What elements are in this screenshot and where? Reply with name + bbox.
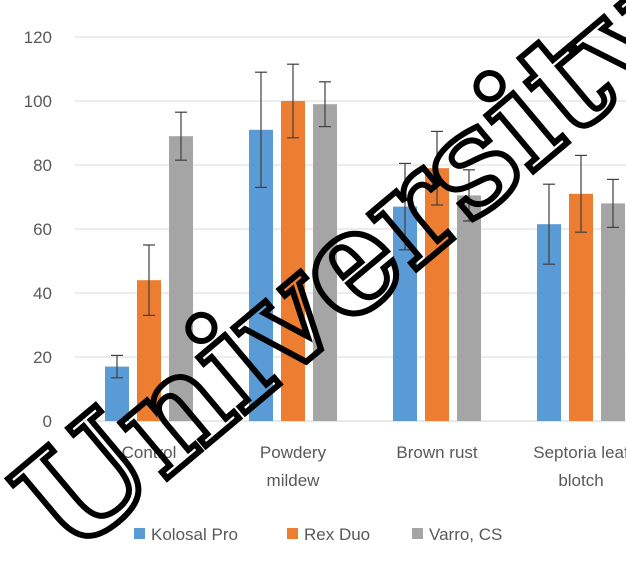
y-tick-label-100: 100 xyxy=(24,92,52,111)
x-label-2-line-1: Powdery xyxy=(260,443,327,462)
x-axis-labels: Control Powdery mildew Brown rust Septoria l… xyxy=(122,443,626,490)
y-tick-label-20: 20 xyxy=(33,348,52,367)
x-label-2-line-2: mildew xyxy=(267,471,321,490)
x-label-4-line-2: blotch xyxy=(558,471,603,490)
x-label-2: Powdery mildew xyxy=(260,443,327,490)
x-label-1: Control xyxy=(122,443,177,462)
error-bars xyxy=(111,63,619,379)
bar-2-2 xyxy=(281,101,305,421)
x-label-1-line-1: Control xyxy=(122,443,177,462)
y-tick-label-60: 60 xyxy=(33,220,52,239)
x-label-4-line-1: Septoria leaf xyxy=(533,443,626,462)
bar-3-2 xyxy=(313,104,337,421)
legend-label-1: Kolosal Pro xyxy=(151,525,238,544)
legend-swatch-2 xyxy=(287,528,298,539)
y-tick-label-0: 0 xyxy=(43,412,52,431)
bar-3-4 xyxy=(601,203,625,421)
bar-3-3 xyxy=(457,195,481,421)
y-tick-label-80: 80 xyxy=(33,156,52,175)
legend-swatch-1 xyxy=(134,528,145,539)
legend: Kolosal Pro Rex Duo Varro, CS xyxy=(134,525,502,544)
bar-2-3 xyxy=(425,168,449,421)
x-label-3-line-1: Brown rust xyxy=(396,443,478,462)
x-label-4: Septoria leaf blotch xyxy=(533,443,626,490)
y-tick-label-40: 40 xyxy=(33,284,52,303)
x-label-3: Brown rust xyxy=(396,443,478,462)
legend-swatch-3 xyxy=(412,528,423,539)
bars xyxy=(105,101,625,422)
gridlines xyxy=(75,36,626,422)
y-tick-label-120: 120 xyxy=(24,28,52,47)
legend-label-3: Varro, CS xyxy=(429,525,502,544)
bar-3-1 xyxy=(169,136,193,421)
y-axis-ticks: 0 20 40 60 80 100 120 xyxy=(24,28,52,431)
legend-label-2: Rex Duo xyxy=(304,525,370,544)
